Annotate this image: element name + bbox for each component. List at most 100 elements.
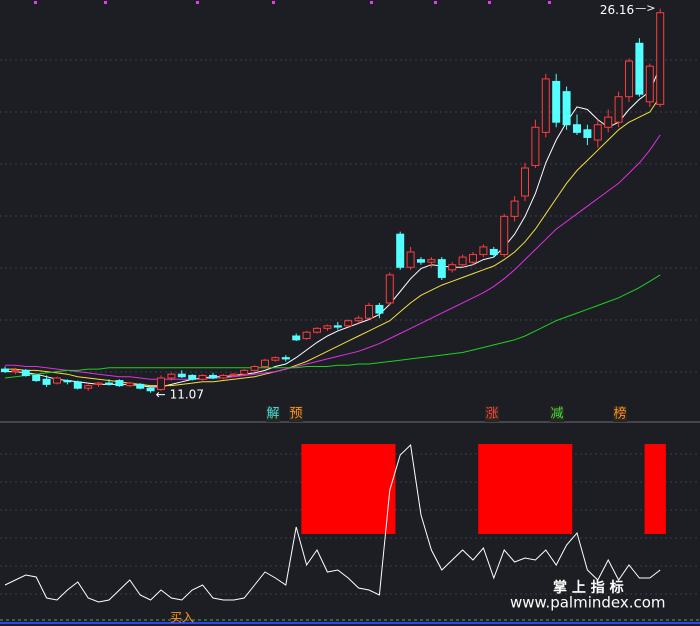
candle-body [11, 369, 20, 373]
candle-body [125, 382, 134, 387]
candle-body [552, 80, 561, 123]
signal-badge-bg [266, 406, 280, 422]
marker [370, 1, 373, 4]
marker [34, 1, 37, 4]
indicator-line [4, 443, 661, 603]
marker [488, 1, 491, 4]
signal-badge-bg [289, 406, 303, 422]
candle-body [417, 259, 425, 263]
candle-body [146, 387, 155, 392]
moving-average [5, 134, 661, 380]
signal-block [499, 444, 510, 534]
signal-badge-bg [550, 406, 564, 422]
signal-block [478, 444, 490, 534]
signal-block [343, 444, 354, 534]
signal-block [488, 444, 500, 534]
candle-body [500, 215, 509, 256]
candle-body [157, 377, 165, 390]
candle-body [333, 325, 342, 328]
candle-body [344, 320, 353, 327]
price-grid [0, 59, 700, 373]
candle-body [510, 200, 519, 217]
candle-body [302, 331, 311, 340]
signal-label: 解 [266, 407, 279, 422]
candle-body [573, 124, 581, 133]
low-arrow: ← [156, 387, 166, 401]
watermark-url: www.palmindex.com [510, 594, 666, 612]
candle-body [375, 304, 384, 314]
candle-body [209, 374, 217, 379]
candle-body [32, 374, 41, 382]
signal-block [363, 444, 375, 534]
signal-label: 减 [550, 407, 563, 422]
candle-body [136, 383, 145, 389]
candle-body [63, 380, 72, 383]
candle-body [365, 304, 373, 319]
candle-body [292, 335, 301, 341]
candle-body [479, 246, 488, 256]
signal-block [540, 444, 552, 534]
signal-block [322, 444, 334, 534]
candle-body [645, 65, 654, 103]
candle-body [458, 256, 467, 266]
candle-body [625, 60, 633, 98]
signal-label: 预 [289, 407, 302, 422]
moving-average [5, 96, 661, 387]
signal-block [353, 444, 365, 534]
signal-badge-bg [613, 406, 627, 422]
candle-body [271, 357, 280, 361]
signal-block [530, 444, 542, 534]
candle-body [541, 78, 550, 133]
moving-average [5, 66, 661, 388]
marker [272, 1, 275, 4]
candle-body [614, 96, 623, 123]
marker [196, 1, 199, 4]
candle-body [281, 357, 290, 360]
candle-body [53, 377, 61, 384]
watermark-title: 掌 上 指 标 [553, 579, 624, 596]
candle-body [261, 359, 269, 368]
signal-label: 涨 [485, 407, 498, 422]
candle-body [396, 233, 405, 268]
candle-body [177, 373, 186, 378]
candle-body [385, 274, 394, 304]
marker [104, 1, 107, 4]
candle-body [198, 374, 207, 380]
signal-block [301, 444, 313, 534]
signal-block [311, 444, 323, 534]
candle-body [521, 167, 529, 197]
candle-body [469, 254, 477, 263]
candle-body [531, 126, 540, 166]
high-arrow: —> [635, 2, 655, 15]
candle-body [21, 369, 30, 376]
low-label: 11.07 [170, 387, 204, 401]
candle-body [562, 91, 571, 126]
candle-body [115, 380, 124, 387]
signal-block [655, 444, 666, 534]
candle-body [250, 366, 259, 371]
candle-body [354, 317, 363, 322]
high-label: 26.16 [600, 3, 634, 17]
candle-body [84, 385, 93, 389]
candle-body [167, 373, 176, 379]
candle-body [604, 116, 613, 128]
signal-block [519, 444, 531, 534]
candle-body [219, 374, 228, 379]
candle-body [105, 382, 113, 385]
marker [434, 1, 437, 4]
candle-body [1, 368, 9, 373]
candle-body [240, 369, 249, 375]
marker [548, 1, 551, 4]
candle-body [406, 251, 415, 268]
candle-body [229, 373, 238, 376]
top-markers [34, 1, 551, 4]
signal-label: 榜 [613, 406, 626, 422]
candle-body [448, 264, 457, 271]
candle-body [635, 42, 644, 95]
signal-block [561, 444, 573, 534]
candle-body [42, 378, 51, 385]
signal-block [332, 444, 344, 534]
signal-block [644, 444, 656, 534]
candle-body [583, 129, 592, 138]
